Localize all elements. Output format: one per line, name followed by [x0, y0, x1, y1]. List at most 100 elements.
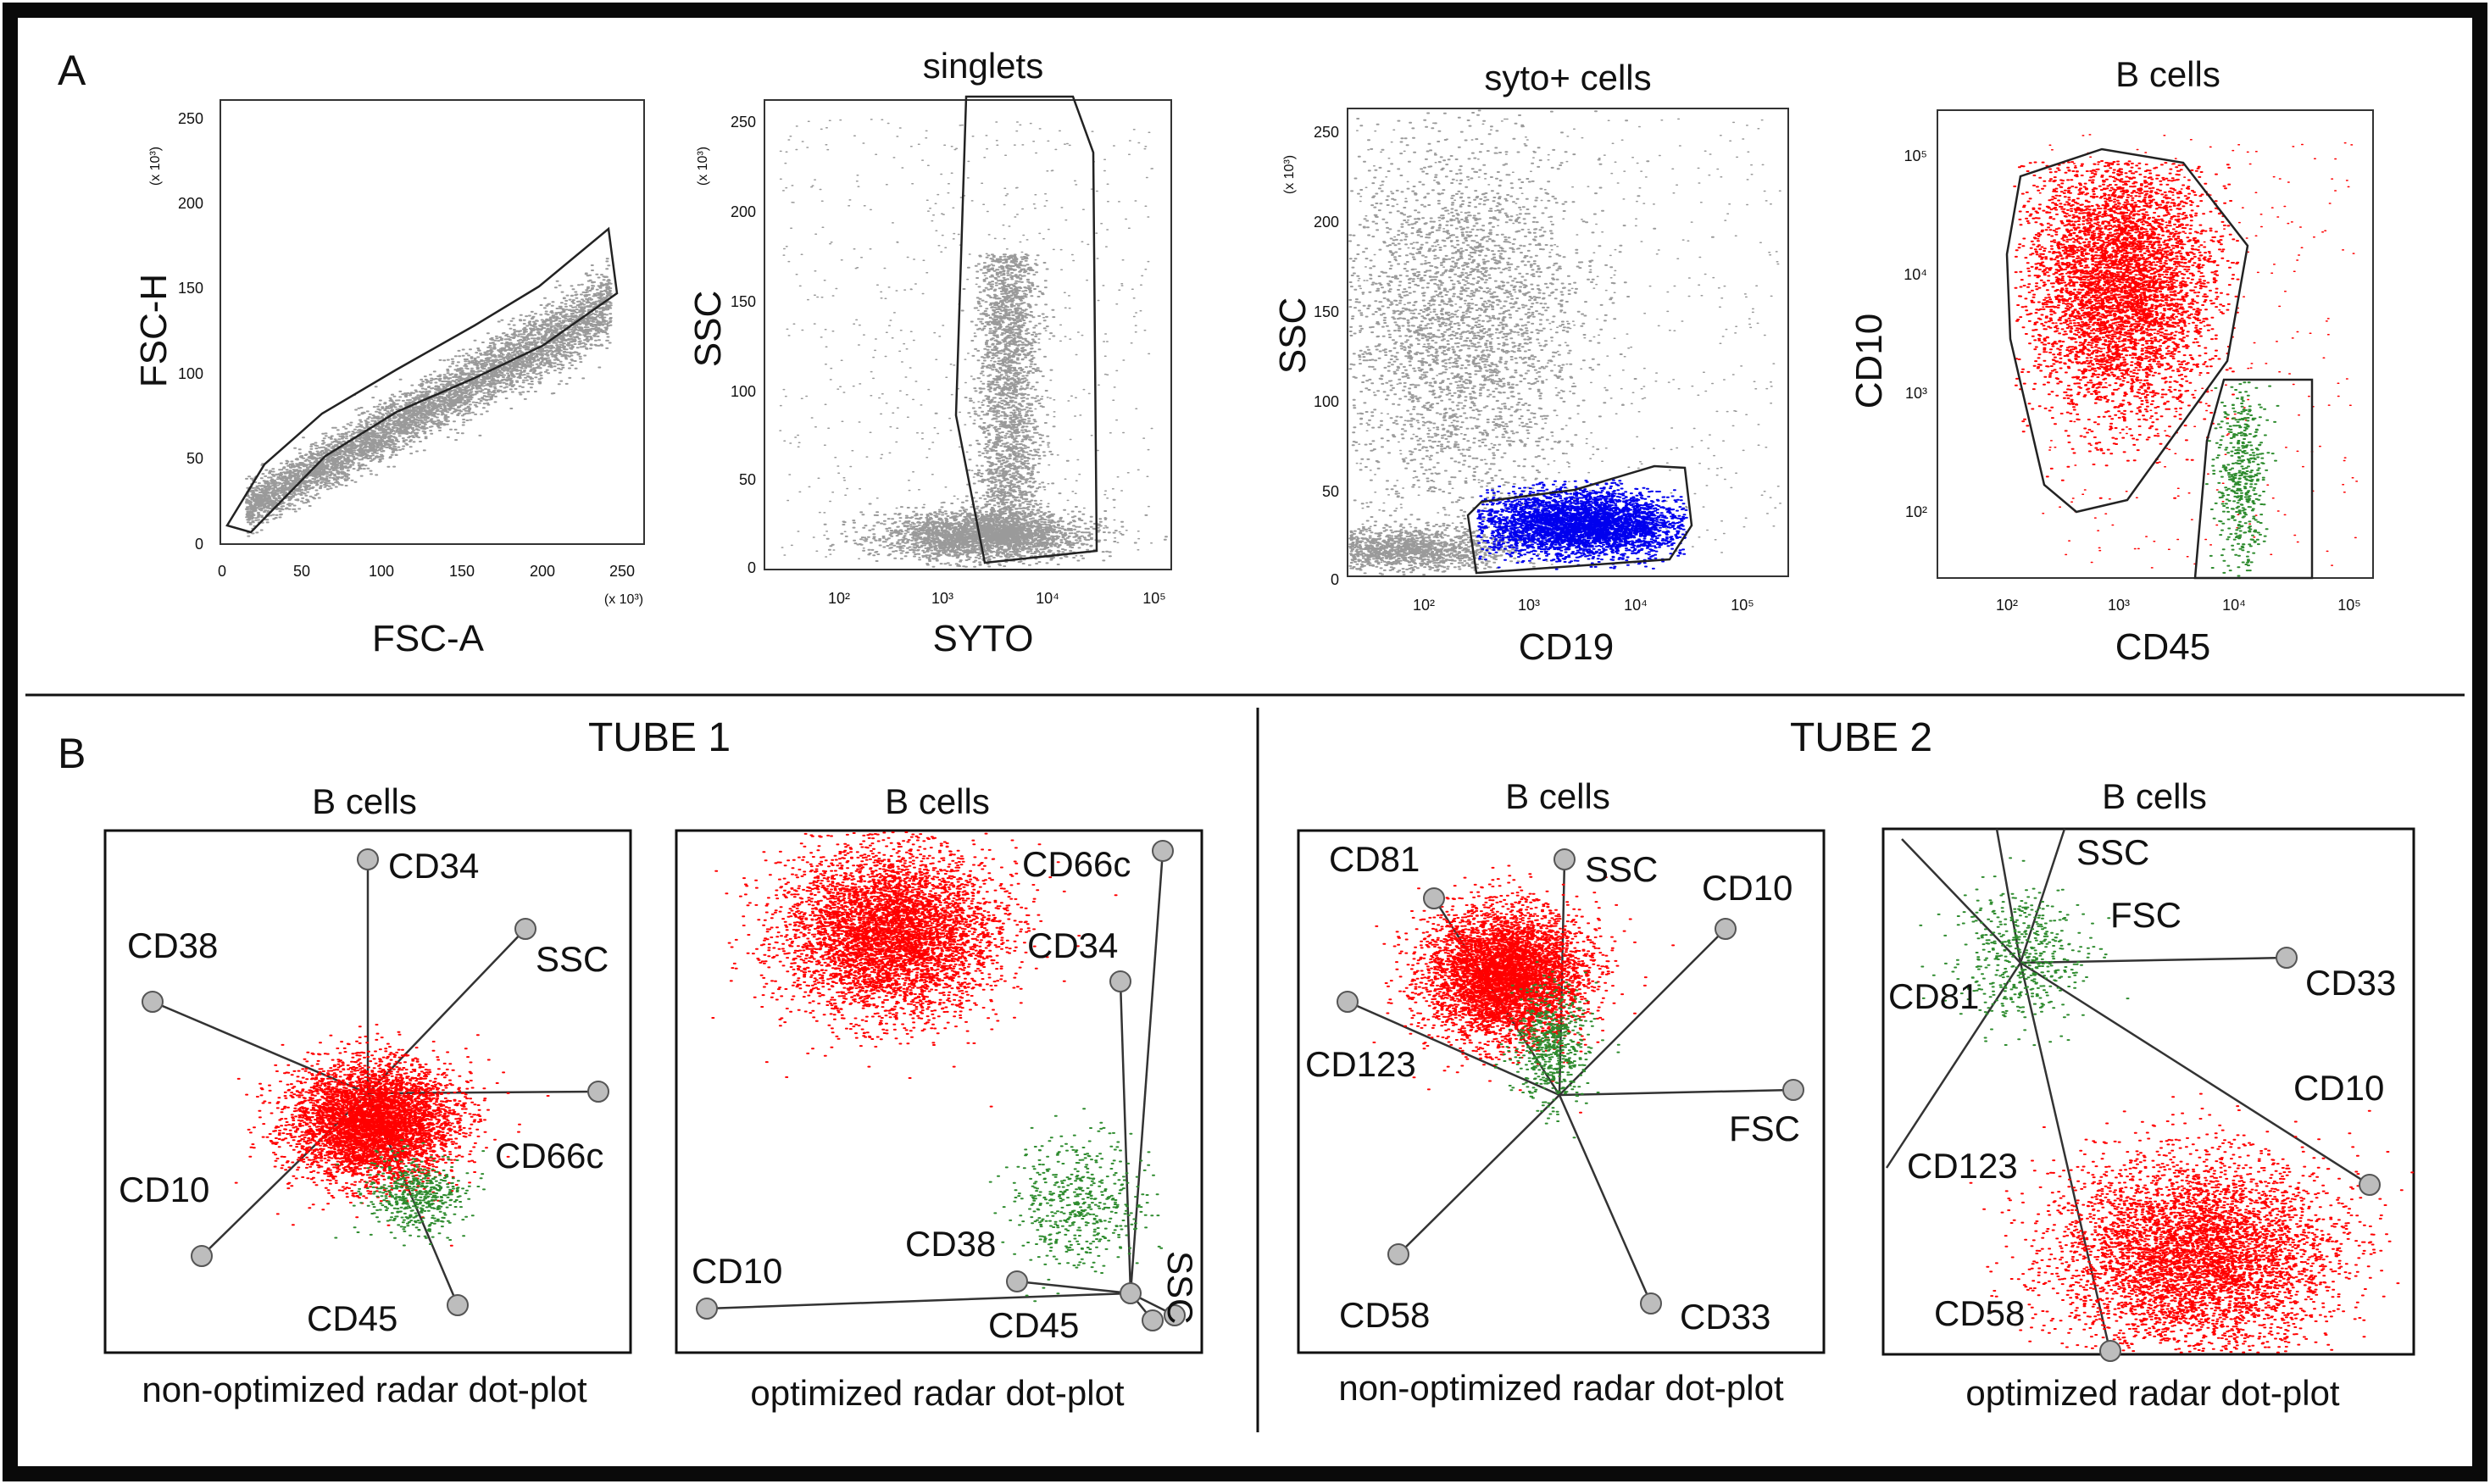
- cd45-gate: [2193, 378, 2314, 580]
- plot-fsc: 0 50 100 150 200 250 0 50 100 150 200 25…: [133, 99, 645, 659]
- radar-nodes: [696, 840, 1186, 1331]
- axis-node: [1387, 1243, 1409, 1265]
- axis-node: [1006, 1270, 1028, 1292]
- axis-node: [1715, 918, 1737, 940]
- axis-node: [1337, 991, 1359, 1013]
- axis-node: [2276, 947, 2298, 969]
- dot-cloud: [245, 258, 613, 537]
- x-tick-label: 10⁴: [1624, 597, 1648, 614]
- tube-title: TUBE 1: [588, 715, 731, 760]
- y-tick-label: 150: [178, 280, 203, 297]
- dot-cloud: [1969, 1092, 2415, 1353]
- axis-node: [1164, 1304, 1186, 1326]
- axis-node: [447, 1294, 469, 1316]
- axis-label: SSC: [1585, 849, 1658, 889]
- y-ticks: 0 50 100 150 200 250: [731, 114, 756, 576]
- dot-cloud: [1348, 109, 1715, 568]
- x-tick-label: 100: [369, 563, 394, 580]
- axis-label: CD38: [127, 925, 218, 965]
- y-tick-label: 0: [748, 559, 756, 576]
- radar-nodes: [2099, 947, 2381, 1362]
- dot-cloud: [334, 1139, 486, 1247]
- x-tick-label: 10²: [1413, 597, 1435, 614]
- plot-title: B cells: [885, 781, 990, 821]
- axis-label: CD81: [1888, 976, 1979, 1016]
- y-tick-label: 250: [731, 114, 756, 131]
- y-ticks: 0 50 100 150 200 250: [1314, 124, 1339, 588]
- dot-cloud: [2013, 160, 2240, 499]
- x-multiplier: (x 10³): [604, 592, 643, 607]
- x-axis-label: SYTO: [932, 618, 1033, 659]
- axis-label: SSC: [2076, 832, 2149, 872]
- y-axis-label: FSC-H: [133, 274, 175, 387]
- x-tick-label: 10⁴: [2222, 597, 2246, 614]
- scatter-dots: [711, 831, 1164, 1303]
- x-tick-label: 10²: [1996, 597, 2018, 614]
- y-axis-label: SSC: [687, 291, 729, 367]
- y-tick-label: 50: [739, 471, 756, 488]
- y-tick-label: 10⁵: [1904, 147, 1927, 164]
- axis-label: CD81: [1329, 839, 1420, 879]
- plot-title: B cells: [2102, 776, 2207, 816]
- x-tick-label: 200: [530, 563, 555, 580]
- scatter-dots: [1348, 109, 1782, 575]
- radar-plot-tube2-nonoptimized: B cells CD81 SSC CD10 CD123 FSC CD58: [1297, 776, 1826, 1408]
- plot-title: syto+ cells: [1484, 58, 1651, 97]
- axis-node: [1142, 1309, 1164, 1331]
- axis-label: FSC: [1729, 1109, 1800, 1148]
- y-tick-label: 50: [186, 450, 203, 467]
- dot-cloud: [2204, 381, 2280, 577]
- axis-label: CD123: [1907, 1146, 2018, 1186]
- axis-node: [1640, 1292, 1662, 1314]
- y-tick-label: 0: [1331, 571, 1339, 588]
- dot-cloud: [1476, 479, 1689, 570]
- x-tick-label: 250: [609, 563, 635, 580]
- x-tick-label: 150: [449, 563, 475, 580]
- y-tick-label: 200: [178, 195, 203, 212]
- dot-cloud: [234, 1024, 550, 1247]
- plot-title: B cells: [2115, 54, 2220, 94]
- dot-cloud: [711, 831, 1118, 1108]
- plot-frame: [764, 99, 1172, 570]
- dot-cloud: [823, 494, 1168, 568]
- y-ticks: 10² 10³ 10⁴ 10⁵: [1904, 147, 1927, 520]
- dot-cloud: [988, 1108, 1164, 1303]
- radar-axis-labels: CD66c CD34 CD38 SSC CD10 CD45: [692, 844, 1200, 1345]
- radar-nodes: [142, 848, 609, 1316]
- scatter-dots: [1919, 857, 2415, 1353]
- plot-title: B cells: [312, 781, 417, 821]
- radar-plot-tube2-optimized: B cells SSC FSC CD33 CD81 CD10 CD123 CD5…: [1881, 776, 2415, 1413]
- scatter-dots: [1372, 864, 1676, 1139]
- y-tick-label: 150: [731, 293, 756, 310]
- plot-caption: non-optimized radar dot-plot: [1338, 1368, 1784, 1408]
- plot-title: B cells: [1505, 776, 1610, 816]
- x-ticks: 10² 10³ 10⁴ 10⁵: [828, 590, 1166, 607]
- y-tick-label: 100: [1314, 393, 1339, 410]
- x-tick-label: 10⁵: [1731, 597, 1754, 614]
- x-tick-label: 10⁴: [1036, 590, 1059, 607]
- tube-title: TUBE 2: [1790, 715, 1932, 760]
- axis-label: CD10: [2293, 1068, 2384, 1108]
- scatter-dots: [2013, 134, 2359, 577]
- cd19-gate: [1466, 464, 1693, 575]
- plot-syto-cells: syto+ cells 0 50 100 150 200 250 10² 10³…: [1272, 58, 1789, 668]
- x-axis-label: CD19: [1519, 626, 1615, 668]
- plot-singlets: singlets 0 50 100 150 200 250 10² 10³ 10…: [687, 46, 1172, 659]
- x-tick-label: 10³: [1518, 597, 1540, 614]
- x-ticks: 10² 10³ 10⁴ 10⁵: [1996, 597, 2361, 614]
- axis-label: CD38: [905, 1224, 996, 1264]
- x-tick-label: 10⁵: [1142, 590, 1165, 607]
- x-tick-label: 10³: [931, 590, 953, 607]
- y-tick-label: 10²: [1905, 503, 1927, 520]
- plot-title: singlets: [923, 46, 1043, 86]
- y-tick-label: 0: [195, 536, 203, 553]
- scatter-dots: [245, 258, 613, 537]
- x-ticks: 0 50 100 150 200 250: [218, 563, 635, 580]
- axis-label: CD34: [388, 846, 479, 886]
- plot-caption: optimized radar dot-plot: [1965, 1373, 2340, 1413]
- axis-label: SSC: [536, 939, 609, 979]
- axis-label: SSC: [1160, 1251, 1200, 1324]
- axis-label: CD33: [1680, 1297, 1770, 1337]
- axis-label: CD10: [119, 1170, 209, 1209]
